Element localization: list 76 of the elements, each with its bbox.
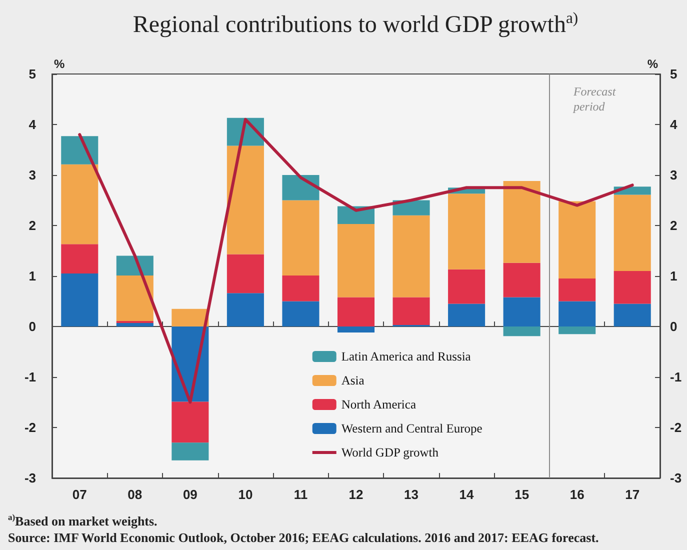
legend-label: World GDP growth — [341, 446, 440, 460]
bar — [172, 308, 209, 326]
legend-label: Latin America and Russia — [341, 350, 472, 364]
y2-tick-label: 1 — [670, 268, 678, 284]
bar — [337, 224, 375, 298]
bar — [558, 301, 596, 326]
y-tick-label: 2 — [28, 218, 36, 233]
bar — [503, 326, 540, 336]
x-tick-label: 07 — [72, 487, 87, 502]
x-tick-label: 17 — [625, 487, 640, 502]
x-tick-label: 09 — [182, 487, 198, 502]
bar — [448, 269, 486, 304]
y2-tick-label: 2 — [670, 218, 678, 233]
bar — [614, 270, 651, 304]
bar — [448, 304, 486, 326]
legend-label: North America — [341, 398, 416, 412]
y-tick-label: -3 — [24, 470, 36, 486]
bar — [226, 293, 264, 326]
source-note: Source: IMF World Economic Outlook, October 2016; EEAG calculations. 2016 and 2017: EEAG forecast. — [8, 530, 599, 546]
y2-tick-label: -2 — [670, 420, 682, 435]
y-tick-label: 4 — [28, 117, 37, 132]
x-tick-label: 15 — [514, 487, 530, 502]
bar — [558, 326, 596, 334]
bar — [282, 175, 320, 200]
bar — [448, 194, 486, 270]
x-tick-label: 12 — [348, 487, 364, 502]
bar — [282, 200, 320, 276]
y-tick-label: -1 — [24, 370, 36, 384]
bar — [61, 164, 98, 244]
x-tick-label: 08 — [128, 487, 142, 502]
bar — [503, 297, 540, 326]
bar — [282, 275, 320, 302]
x-tick-label: 14 — [459, 487, 475, 502]
x-tick-label: 16 — [570, 487, 584, 502]
bar — [61, 244, 98, 274]
y-tick-label: -2 — [24, 420, 36, 435]
ref-line-label: Forecast period — [572, 84, 619, 114]
bar — [558, 278, 596, 302]
bar — [392, 215, 430, 298]
bar — [503, 262, 540, 298]
y2-tick-label: -3 — [670, 470, 682, 486]
y2-tick-label: 0 — [670, 319, 678, 334]
y-axis-title: % — [54, 57, 65, 71]
y-tick-label: 5 — [28, 66, 36, 82]
bar — [614, 304, 651, 326]
chart-title: Regional contributions to world GDP growth$^{a)}$ — [132, 10, 580, 39]
bar — [392, 297, 430, 325]
bar — [337, 326, 375, 333]
y2-axis-title: % — [647, 57, 658, 71]
bar — [116, 256, 154, 276]
y-tick-label: 1 — [28, 268, 36, 284]
bar — [503, 181, 540, 263]
bar — [282, 301, 320, 326]
bar — [61, 273, 98, 326]
bar — [116, 275, 154, 321]
bar — [172, 442, 209, 460]
y2-tick-label: 4 — [670, 117, 678, 132]
bar — [614, 194, 651, 271]
bar — [61, 136, 98, 164]
x-tick-label: 13 — [404, 487, 419, 502]
x-tick-label: 11 — [294, 487, 308, 502]
bar — [558, 201, 596, 279]
x-tick-label: 10 — [238, 487, 253, 502]
bar — [226, 254, 264, 294]
legend-label: Asia — [341, 374, 365, 388]
bar — [337, 297, 375, 326]
bar — [226, 146, 264, 254]
bar — [172, 402, 209, 443]
y-tick-label: 3 — [28, 168, 36, 182]
y-tick-label: 0 — [28, 319, 36, 334]
y2-tick-label: 5 — [670, 66, 678, 82]
bar — [116, 322, 154, 326]
text: $^{a)}$Based on market weights. — [8, 511, 158, 530]
legend-label: Western and Central Europe — [341, 422, 483, 436]
y2-tick-label: 3 — [670, 168, 678, 182]
y2-tick-label: -1 — [670, 370, 682, 384]
